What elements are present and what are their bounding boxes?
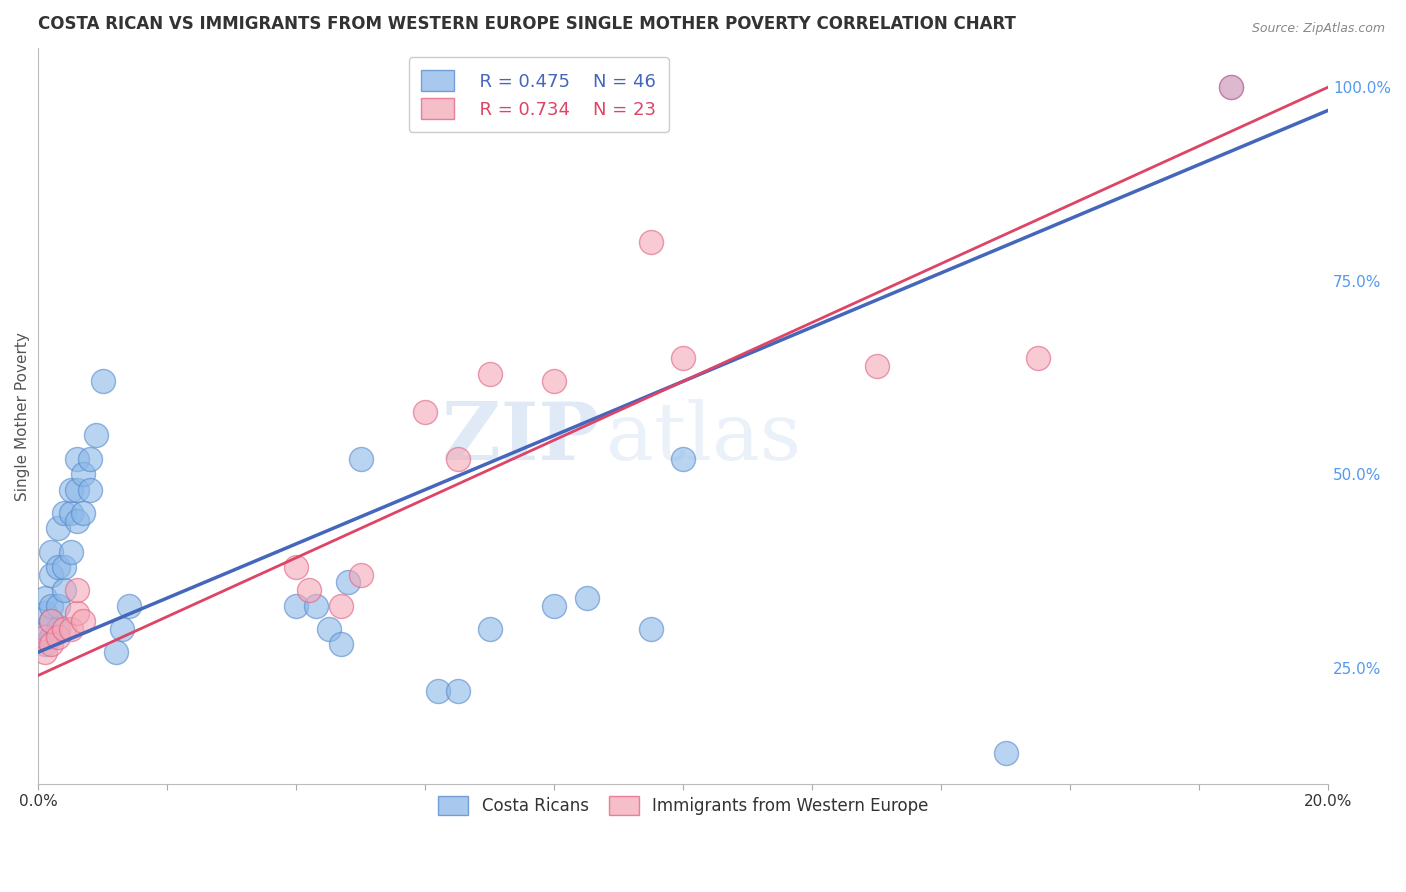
Point	[34, 637, 56, 651]
Point	[46, 630, 69, 644]
Point	[39, 567, 62, 582]
Point	[478, 367, 501, 381]
Point	[285, 599, 308, 613]
Point	[39, 614, 62, 628]
Point	[117, 599, 139, 613]
Point	[66, 607, 89, 621]
Point	[34, 622, 56, 636]
Point	[1026, 351, 1049, 365]
Point	[318, 622, 340, 636]
Point	[672, 351, 695, 365]
Point	[46, 521, 69, 535]
Point	[350, 451, 373, 466]
Point	[543, 599, 565, 613]
Point	[640, 622, 662, 636]
Point	[46, 599, 69, 613]
Y-axis label: Single Mother Poverty: Single Mother Poverty	[15, 332, 30, 500]
Point	[72, 506, 94, 520]
Point	[66, 483, 89, 497]
Point	[543, 374, 565, 388]
Text: COSTA RICAN VS IMMIGRANTS FROM WESTERN EUROPE SINGLE MOTHER POVERTY CORRELATION : COSTA RICAN VS IMMIGRANTS FROM WESTERN E…	[38, 15, 1017, 33]
Point	[350, 567, 373, 582]
Point	[413, 405, 436, 419]
Legend: Costa Ricans, Immigrants from Western Europe: Costa Ricans, Immigrants from Western Eu…	[426, 784, 941, 827]
Point	[478, 622, 501, 636]
Point	[39, 637, 62, 651]
Point	[672, 451, 695, 466]
Point	[34, 645, 56, 659]
Point	[640, 235, 662, 249]
Point	[53, 583, 76, 598]
Point	[866, 359, 889, 373]
Point	[111, 622, 134, 636]
Point	[46, 560, 69, 574]
Point	[446, 451, 468, 466]
Point	[53, 506, 76, 520]
Point	[53, 560, 76, 574]
Point	[34, 607, 56, 621]
Point	[39, 599, 62, 613]
Text: Source: ZipAtlas.com: Source: ZipAtlas.com	[1251, 22, 1385, 36]
Point	[1220, 80, 1243, 95]
Point	[104, 645, 127, 659]
Point	[86, 428, 108, 442]
Point	[59, 506, 82, 520]
Point	[91, 374, 114, 388]
Point	[304, 599, 326, 613]
Point	[336, 575, 359, 590]
Point	[72, 467, 94, 482]
Point	[66, 451, 89, 466]
Point	[330, 637, 353, 651]
Point	[59, 544, 82, 558]
Point	[34, 630, 56, 644]
Point	[59, 622, 82, 636]
Point	[72, 614, 94, 628]
Point	[53, 622, 76, 636]
Point	[1220, 80, 1243, 95]
Text: atlas: atlas	[606, 399, 801, 477]
Point	[575, 591, 598, 605]
Point	[34, 591, 56, 605]
Point	[427, 684, 450, 698]
Point	[994, 746, 1017, 760]
Point	[285, 560, 308, 574]
Point	[79, 483, 101, 497]
Point	[79, 451, 101, 466]
Text: ZIP: ZIP	[443, 399, 599, 477]
Point	[59, 483, 82, 497]
Point	[298, 583, 321, 598]
Point	[46, 622, 69, 636]
Point	[39, 630, 62, 644]
Point	[66, 583, 89, 598]
Point	[446, 684, 468, 698]
Point	[39, 614, 62, 628]
Point	[330, 599, 353, 613]
Point	[39, 544, 62, 558]
Point	[66, 514, 89, 528]
